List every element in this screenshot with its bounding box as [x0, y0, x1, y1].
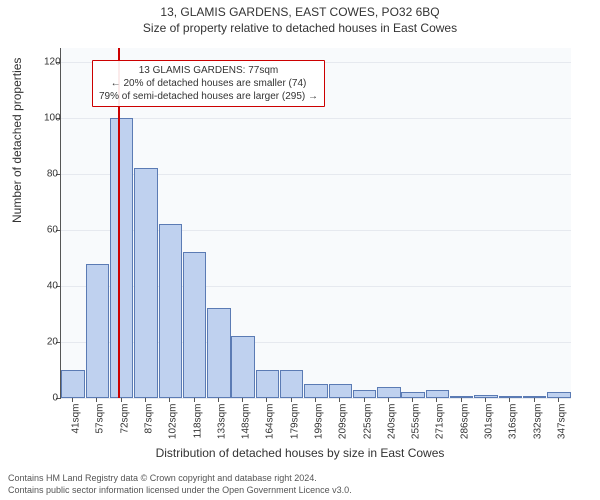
- ytick-label: 0: [44, 393, 58, 404]
- xtick-mark: [145, 398, 146, 402]
- title-block: 13, GLAMIS GARDENS, EAST COWES, PO32 6BQ…: [0, 4, 600, 36]
- xtick-label: 240sqm: [386, 404, 397, 440]
- gridline: [61, 398, 571, 399]
- xtick-label: 72sqm: [119, 404, 130, 434]
- ytick-label: 60: [44, 225, 58, 236]
- xtick-mark: [291, 398, 292, 402]
- ytick-label: 20: [44, 337, 58, 348]
- histogram-bar: [304, 384, 328, 398]
- xtick-mark: [461, 398, 462, 402]
- xtick-label: 332sqm: [532, 404, 543, 440]
- gridline: [61, 118, 571, 119]
- histogram-bar: [159, 224, 183, 398]
- xtick-label: 271sqm: [435, 404, 446, 440]
- xtick-mark: [218, 398, 219, 402]
- xtick-label: 209sqm: [338, 404, 349, 440]
- histogram-bar: [547, 392, 571, 398]
- xtick-label: 148sqm: [241, 404, 252, 440]
- ytick-label: 80: [44, 169, 58, 180]
- xtick-mark: [364, 398, 365, 402]
- xtick-mark: [96, 398, 97, 402]
- y-axis-label: Number of detached properties: [10, 58, 24, 223]
- xtick-mark: [266, 398, 267, 402]
- xtick-label: 286sqm: [459, 404, 470, 440]
- xtick-mark: [339, 398, 340, 402]
- x-axis-label: Distribution of detached houses by size …: [0, 446, 600, 460]
- histogram-bar: [280, 370, 304, 398]
- annotation-line-1: 13 GLAMIS GARDENS: 77sqm: [99, 64, 318, 77]
- histogram-bar: [207, 308, 231, 398]
- annotation-box: 13 GLAMIS GARDENS: 77sqm ← 20% of detach…: [92, 60, 325, 107]
- xtick-label: 255sqm: [411, 404, 422, 440]
- ytick-label: 120: [44, 57, 58, 68]
- histogram-bar: [86, 264, 110, 398]
- xtick-mark: [485, 398, 486, 402]
- histogram-bar: [183, 252, 207, 398]
- histogram-bar: [231, 336, 255, 398]
- histogram-bar: [329, 384, 353, 398]
- xtick-label: 179sqm: [289, 404, 300, 440]
- xtick-label: 133sqm: [216, 404, 227, 440]
- ytick-label: 40: [44, 281, 58, 292]
- xtick-mark: [534, 398, 535, 402]
- xtick-mark: [194, 398, 195, 402]
- xtick-label: 347sqm: [556, 404, 567, 440]
- xtick-label: 41sqm: [71, 404, 82, 434]
- xtick-label: 87sqm: [144, 404, 155, 434]
- footer: Contains HM Land Registry data © Crown c…: [8, 472, 352, 496]
- xtick-mark: [72, 398, 73, 402]
- histogram-bar: [134, 168, 158, 398]
- footer-line-1: Contains HM Land Registry data © Crown c…: [8, 472, 352, 484]
- xtick-label: 199sqm: [314, 404, 325, 440]
- histogram-bar: [353, 390, 377, 398]
- xtick-label: 225sqm: [362, 404, 373, 440]
- xtick-mark: [315, 398, 316, 402]
- histogram-bar: [110, 118, 134, 398]
- title-line-1: 13, GLAMIS GARDENS, EAST COWES, PO32 6BQ: [0, 4, 600, 20]
- histogram-bar: [256, 370, 280, 398]
- annotation-line-3: 79% of semi-detached houses are larger (…: [99, 90, 318, 103]
- xtick-label: 316sqm: [508, 404, 519, 440]
- xtick-label: 118sqm: [192, 404, 203, 439]
- xtick-label: 301sqm: [484, 404, 495, 440]
- xtick-mark: [242, 398, 243, 402]
- xtick-mark: [412, 398, 413, 402]
- xtick-mark: [169, 398, 170, 402]
- histogram-bar: [377, 387, 401, 398]
- xtick-mark: [388, 398, 389, 402]
- title-line-2: Size of property relative to detached ho…: [0, 20, 600, 36]
- xtick-label: 164sqm: [265, 404, 276, 440]
- xtick-mark: [121, 398, 122, 402]
- xtick-mark: [436, 398, 437, 402]
- xtick-mark: [558, 398, 559, 402]
- annotation-line-2: ← 20% of detached houses are smaller (74…: [99, 77, 318, 90]
- xtick-label: 57sqm: [95, 404, 106, 434]
- xtick-mark: [509, 398, 510, 402]
- ytick-label: 100: [44, 113, 58, 124]
- histogram-bar: [61, 370, 85, 398]
- footer-line-2: Contains public sector information licen…: [8, 484, 352, 496]
- xtick-label: 102sqm: [168, 404, 179, 440]
- histogram-bar: [426, 390, 450, 398]
- chart-container: 13, GLAMIS GARDENS, EAST COWES, PO32 6BQ…: [0, 0, 600, 500]
